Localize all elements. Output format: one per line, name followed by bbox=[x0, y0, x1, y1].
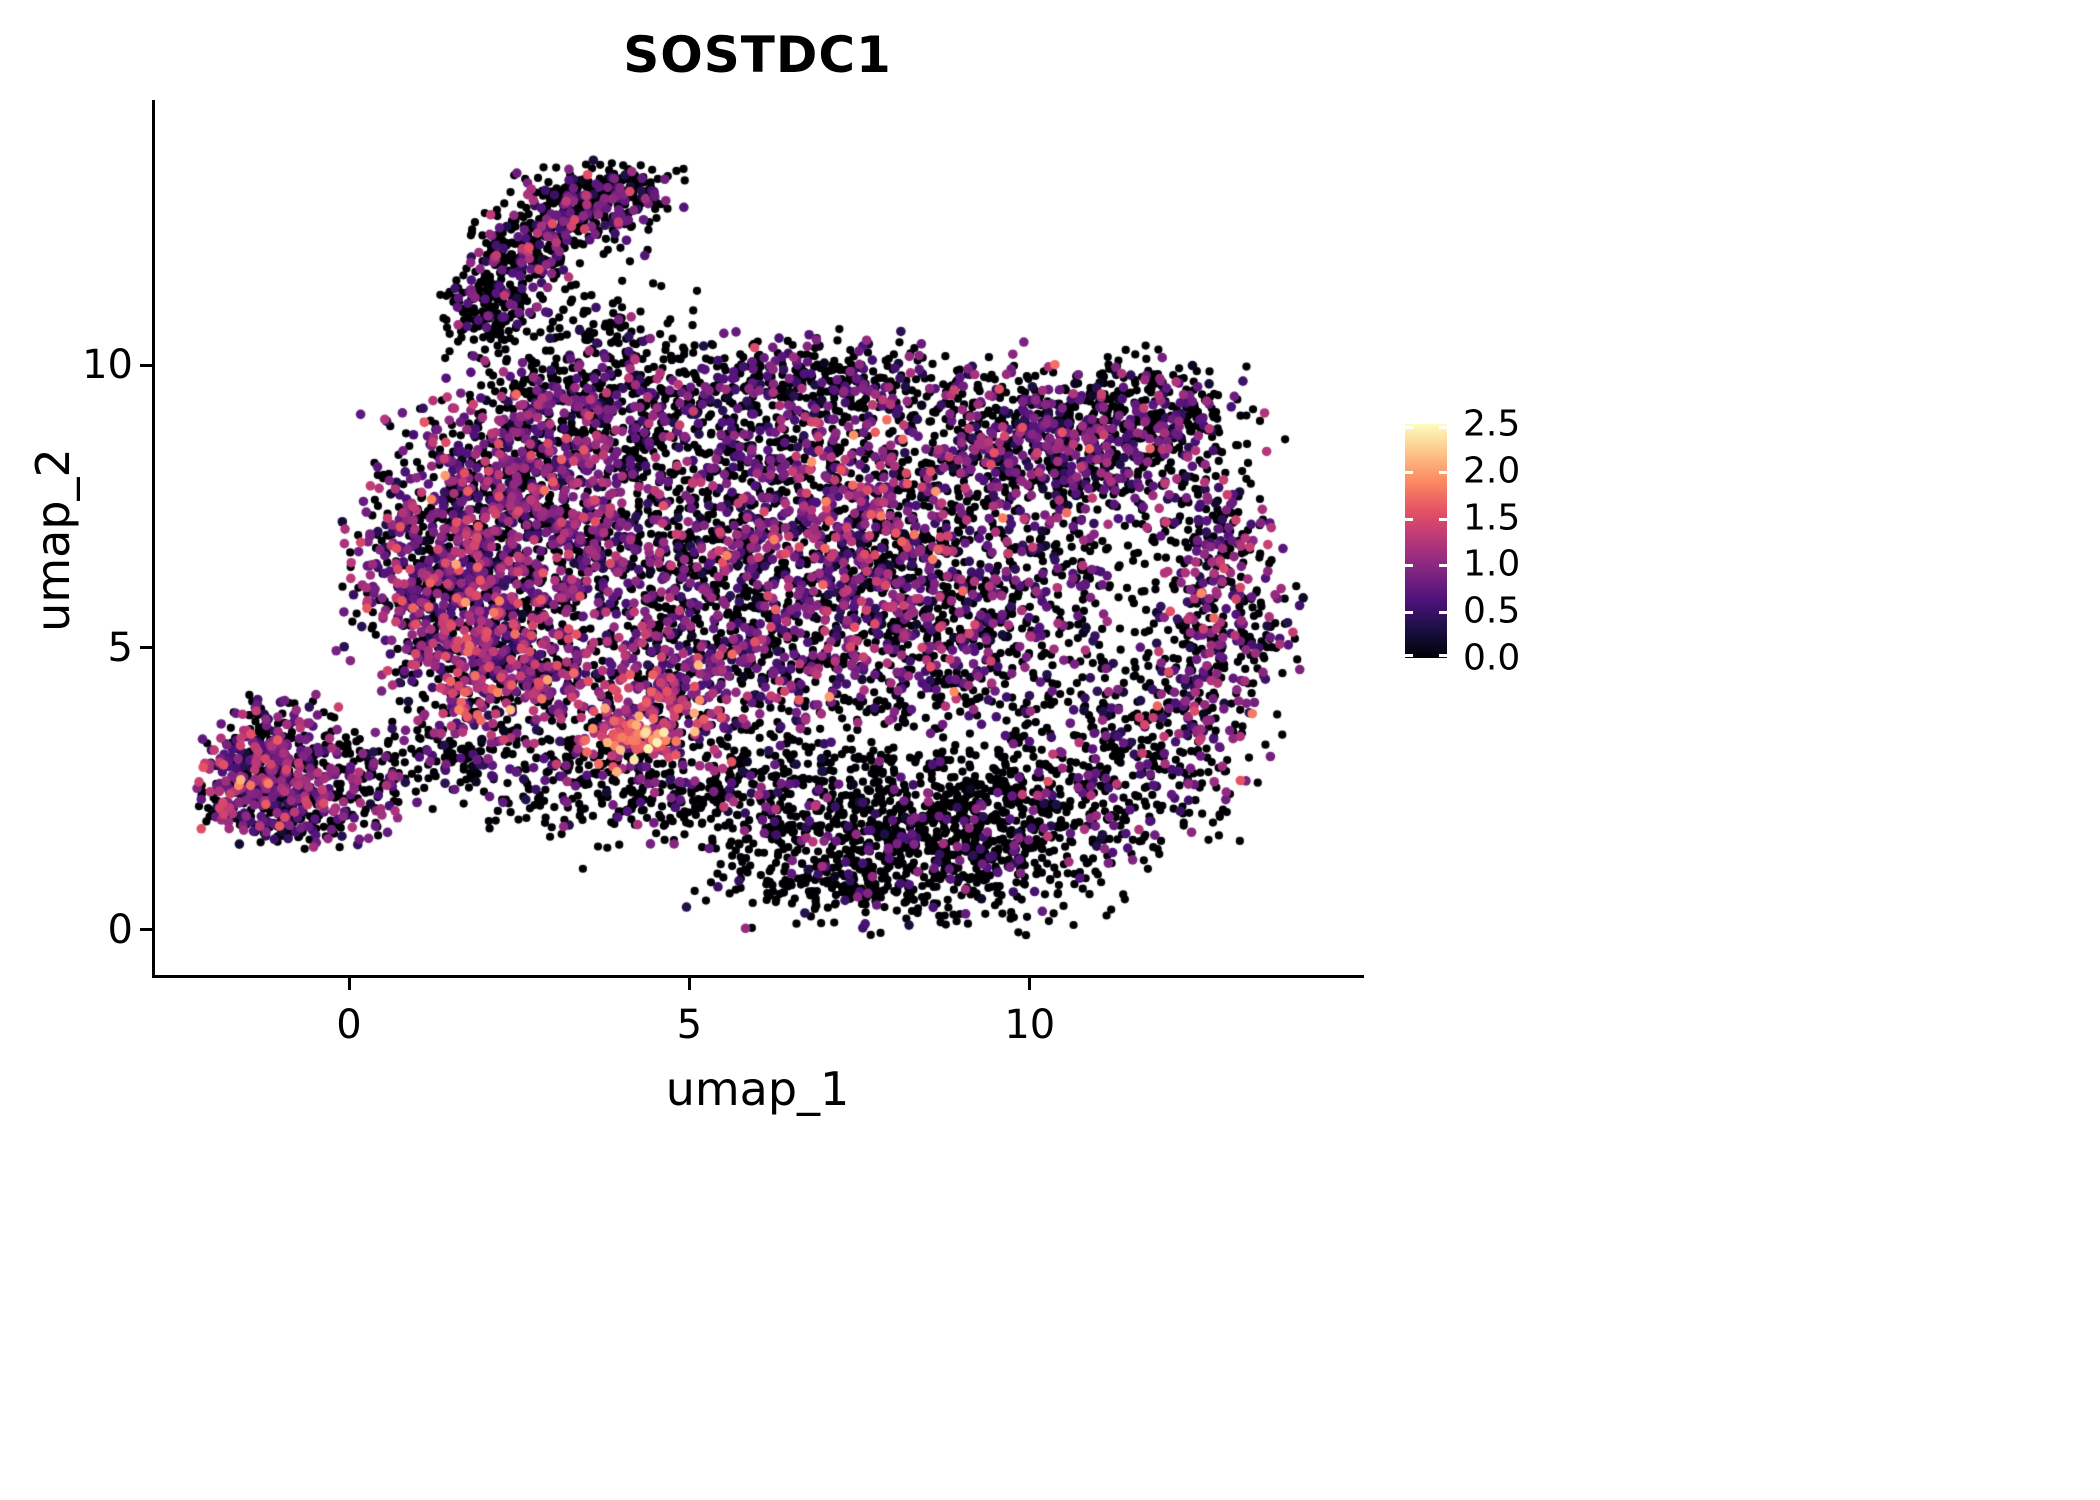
x-tick-mark bbox=[687, 975, 691, 990]
colorbar-gradient bbox=[1405, 424, 1447, 658]
x-tick-label: 10 bbox=[1004, 1002, 1056, 1048]
colorbar-tick-mark bbox=[1405, 611, 1413, 615]
colorbar-tick-label: 1.5 bbox=[1463, 497, 1521, 539]
x-axis-label: umap_1 bbox=[665, 1062, 850, 1116]
colorbar-tick-label: 0.5 bbox=[1463, 590, 1521, 632]
colorbar-tick-mark bbox=[1439, 611, 1447, 615]
colorbar-tick-mark bbox=[1439, 426, 1447, 429]
colorbar-tick-mark bbox=[1405, 470, 1413, 474]
colorbar-tick-mark bbox=[1439, 517, 1447, 521]
x-tick-mark bbox=[1028, 975, 1032, 990]
colorbar-tick-mark bbox=[1405, 517, 1413, 521]
colorbar-tick-label: 2.0 bbox=[1463, 450, 1521, 492]
plot-title: SOSTDC1 bbox=[623, 26, 892, 84]
y-tick-label: 5 bbox=[107, 624, 133, 671]
colorbar-tick-mark bbox=[1405, 564, 1413, 568]
y-axis-label: umap_2 bbox=[26, 448, 80, 632]
colorbar-tick-mark bbox=[1405, 426, 1413, 429]
x-tick-label: 5 bbox=[676, 1002, 703, 1048]
y-tick-mark bbox=[140, 363, 155, 367]
x-axis-line bbox=[152, 975, 1364, 978]
colorbar-tick-label: 2.5 bbox=[1463, 403, 1521, 445]
colorbar-tick-label: 0.0 bbox=[1463, 637, 1521, 679]
colorbar-tick-mark bbox=[1439, 654, 1447, 657]
colorbar-tick-mark bbox=[1439, 564, 1447, 568]
y-axis-line bbox=[152, 100, 155, 978]
y-tick-mark bbox=[140, 928, 155, 932]
y-tick-label: 10 bbox=[82, 342, 133, 389]
colorbar-tick-mark bbox=[1439, 470, 1447, 474]
y-tick-label: 0 bbox=[107, 906, 133, 953]
x-tick-label: 0 bbox=[336, 1002, 362, 1048]
colorbar-tick-mark bbox=[1405, 654, 1413, 657]
x-tick-mark bbox=[347, 975, 351, 990]
colorbar-tick-label: 1.0 bbox=[1463, 543, 1521, 585]
y-tick-mark bbox=[140, 646, 155, 650]
